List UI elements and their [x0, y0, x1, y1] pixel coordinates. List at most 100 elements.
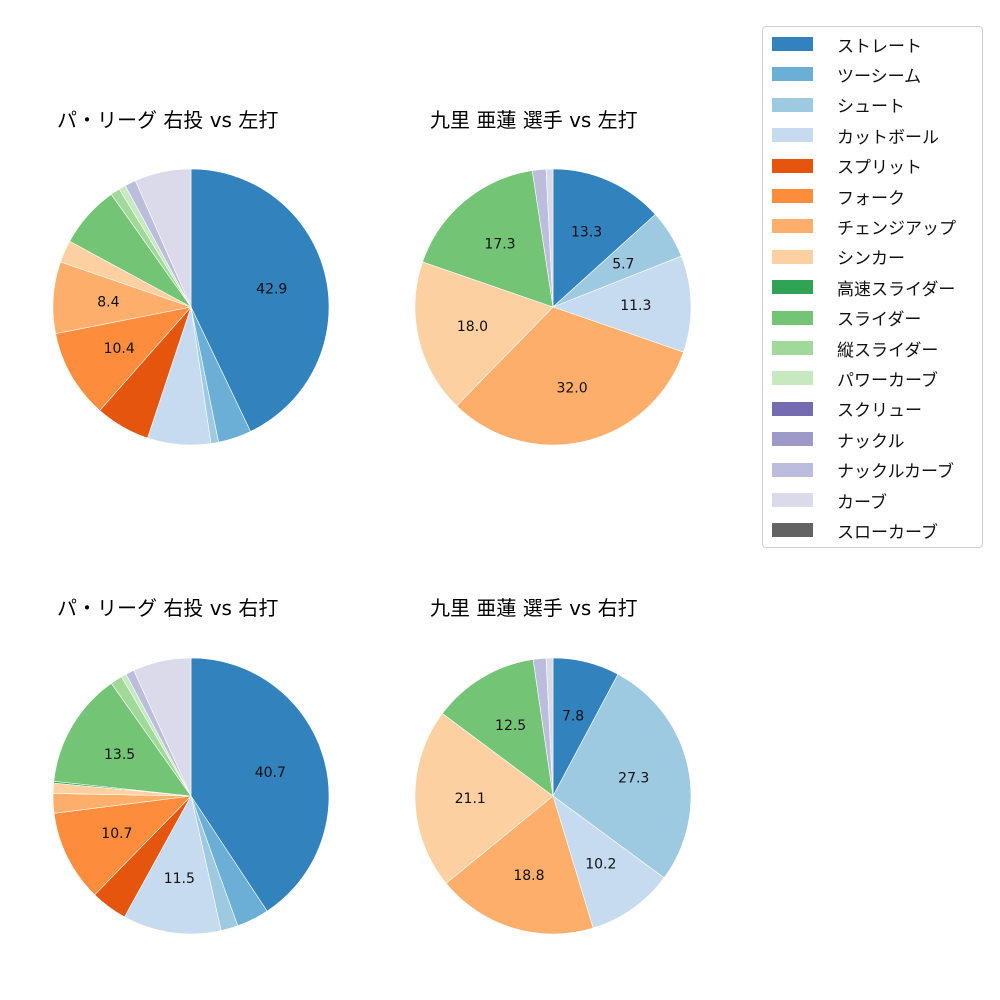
pie-slice: [552, 657, 619, 797]
pie-slice: [531, 168, 554, 308]
legend-label: 高速スライダー: [837, 279, 956, 300]
slice-label: 7.8: [562, 709, 584, 725]
legend-item: スローカーブ: [772, 518, 938, 543]
legend-swatch: [772, 128, 813, 143]
legend-swatch: [772, 432, 813, 447]
slice-label: 10.4: [104, 341, 135, 357]
chart-title-top-left: パ・リーグ 右投 vs 左打: [57, 108, 279, 132]
slice-label: 12.5: [495, 718, 526, 734]
legend-swatch: [772, 67, 813, 82]
legend-label: フォーク: [837, 188, 905, 209]
legend-label: ナックルカーブ: [837, 462, 954, 483]
legend-item: スライダー: [772, 306, 921, 330]
legend-item: 縦スライダー: [772, 336, 939, 361]
legend-swatch: [772, 280, 813, 295]
pie-slice: [69, 193, 192, 308]
legend-item: スプリット: [772, 154, 922, 178]
pie-slice: [190, 168, 330, 432]
legend-swatch: [772, 158, 813, 173]
slice-label: 11.3: [620, 298, 651, 314]
legend-swatch: [772, 97, 813, 112]
legend-label: ツーシーム: [837, 66, 922, 87]
slice-label: 8.4: [97, 294, 119, 310]
pie-slice: [190, 795, 239, 932]
pie-slice: [110, 188, 192, 308]
legend-swatch: [772, 462, 813, 477]
legend-swatch: [772, 310, 813, 325]
slice-label: 5.7: [612, 256, 634, 272]
pie-slice: [552, 795, 665, 929]
slice-label: 11.5: [164, 871, 195, 887]
legend-swatch: [772, 341, 813, 355]
pie-slice: [445, 795, 594, 935]
pie-slice: [147, 306, 212, 446]
pie-slice: [135, 168, 192, 308]
slice-label: 27.3: [618, 771, 649, 787]
pie-slice: [552, 673, 692, 879]
pie-slice: [118, 185, 192, 308]
legend-label: スプリット: [837, 158, 922, 179]
legend-label: シュート: [837, 97, 905, 118]
slice-label: 13.3: [571, 224, 602, 240]
slice-label: 18.8: [513, 868, 544, 884]
pie-slice: [53, 682, 192, 797]
legend-label: スクリュー: [837, 401, 922, 422]
pie-slice: [190, 657, 330, 912]
slice-label: 40.7: [255, 765, 286, 781]
legend-label: カーブ: [837, 492, 887, 513]
pie-slice: [545, 168, 554, 308]
legend: ストレートツーシームシュートカットボールスプリットフォークチェンジアップ シンカー…: [762, 26, 983, 548]
pie-slice: [94, 795, 192, 918]
legend-swatch: [772, 371, 813, 386]
chart-title-top-right: 九里 亜蓮 選手 vs 左打: [430, 108, 638, 132]
legend-swatch: [772, 493, 813, 507]
slice-label: 32.0: [556, 381, 587, 397]
legend-item: ストレート: [772, 32, 922, 57]
legend-swatch: [772, 219, 813, 234]
chart-title-bottom-left: パ・リーグ 右投 vs 右打: [57, 596, 279, 620]
chart-title-bottom-right: 九里 亜蓮 選手 vs 右打: [430, 596, 638, 620]
pie-slice: [422, 170, 554, 308]
pie-slice: [456, 306, 684, 446]
legend-item: カットボール: [772, 123, 939, 148]
legend-swatch: [772, 523, 813, 538]
pie-slice: [414, 261, 554, 407]
legend-label: スローカーブ: [837, 522, 938, 543]
legend-item: パワーカーブ: [772, 366, 938, 391]
legend-label: ナックル: [837, 431, 905, 452]
legend-item: カーブ: [772, 488, 887, 513]
legend-item: フォーク: [772, 184, 905, 209]
legend-label: ストレート: [837, 36, 922, 57]
slice-label: 18.0: [457, 319, 488, 335]
pie-slice: [60, 240, 192, 308]
pie-slice: [53, 795, 192, 896]
legend-label: シンカー: [837, 249, 905, 270]
pie-slice: [532, 657, 554, 797]
pie-slice: [52, 261, 193, 335]
legend-item: ツーシーム: [772, 62, 922, 87]
pie-slice: [552, 214, 682, 308]
legend-swatch: [772, 37, 813, 51]
pie-slice: [552, 168, 656, 308]
legend-label: チェンジアップ: [837, 218, 956, 239]
pie-slice: [52, 782, 192, 797]
pie-slice: [124, 795, 222, 935]
pie-slice: [110, 676, 192, 797]
pie-slice: [121, 673, 192, 797]
legend-item: シンカー: [772, 245, 905, 269]
legend-item: ナックル: [772, 427, 905, 452]
legend-item: ナックルカーブ: [772, 458, 954, 482]
legend-swatch: [772, 189, 813, 203]
pie-slice: [133, 657, 192, 797]
pie-slice: [190, 795, 268, 927]
pie-slice: [99, 306, 192, 439]
legend-swatch: [772, 249, 813, 264]
pie-slice: [125, 670, 192, 797]
legend-swatch: [772, 401, 813, 416]
pie-slice: [545, 657, 554, 797]
legend-item: 高速スライダー: [772, 275, 956, 300]
legend-label: 縦スライダー: [837, 340, 939, 361]
pie-slice: [414, 713, 554, 884]
pie-slice: [55, 306, 192, 411]
legend-label: パワーカーブ: [837, 370, 938, 391]
